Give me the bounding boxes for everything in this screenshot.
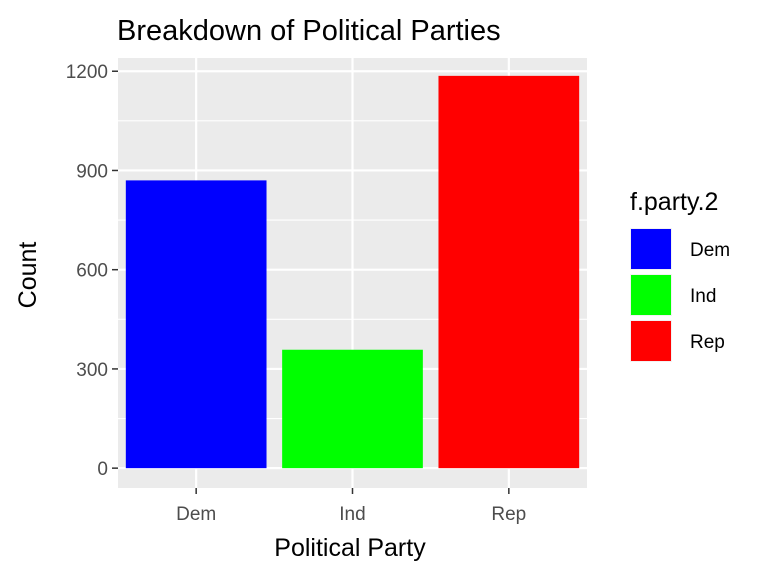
y-tick-label: 600 (76, 261, 108, 282)
y-tick-label: 1200 (66, 62, 108, 83)
legend-swatch-ind (631, 275, 671, 315)
y-axis-title: Count (14, 242, 42, 309)
x-tick-label: Ind (339, 504, 365, 525)
x-axis-title: Political Party (274, 534, 426, 562)
bar-rep (438, 76, 579, 468)
legend-title: f.party.2 (630, 188, 718, 216)
legend-swatch-dem (631, 229, 671, 269)
x-axis: Dem Ind Rep (176, 488, 526, 525)
y-tick-label: 900 (76, 161, 108, 182)
plot-panel (118, 58, 587, 488)
legend-label: Rep (690, 332, 725, 353)
legend-label: Ind (690, 286, 716, 307)
legend-swatch-rep (631, 321, 671, 361)
y-axis: 0 300 600 900 1200 (66, 62, 118, 480)
x-tick-label: Dem (176, 504, 216, 525)
legend: f.party.2 Dem Ind Rep (630, 188, 730, 362)
x-tick-label: Rep (491, 504, 526, 525)
chart-title: Breakdown of Political Parties (117, 15, 501, 47)
y-tick-label: 0 (97, 459, 108, 480)
bar-ind (282, 350, 423, 468)
y-tick-label: 300 (76, 360, 108, 381)
bar-dem (126, 180, 267, 468)
legend-label: Dem (690, 240, 730, 261)
